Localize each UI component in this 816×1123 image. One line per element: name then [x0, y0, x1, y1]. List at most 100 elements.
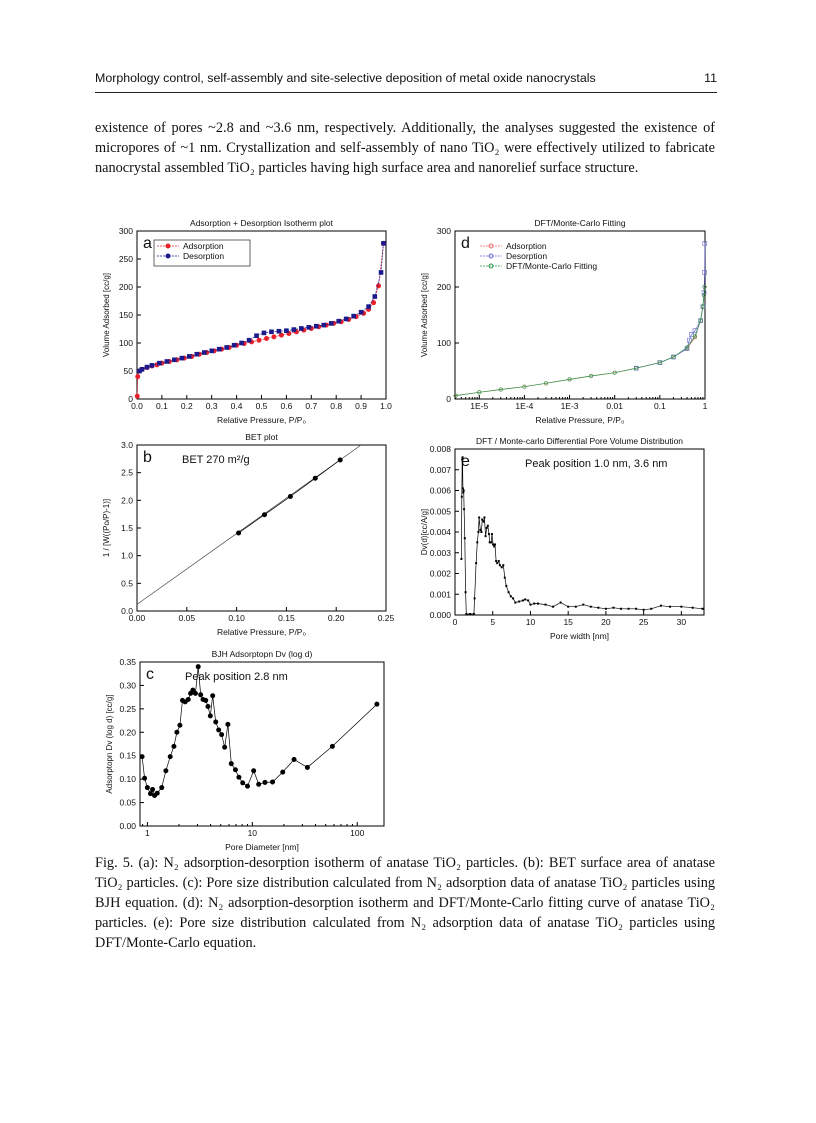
- x-tick-label: 1E-5: [470, 401, 488, 411]
- data-point: [139, 754, 145, 760]
- data-point: [306, 325, 312, 330]
- data-point: [304, 764, 310, 770]
- x-tick-label: 0.05: [179, 613, 196, 623]
- x-axis-label: Pore width [nm]: [550, 631, 609, 641]
- y-tick-label: 100: [119, 338, 133, 348]
- data-point: [500, 566, 503, 569]
- data-point: [567, 377, 572, 382]
- series-line: [455, 286, 705, 396]
- data-point: [142, 775, 148, 781]
- data-point: [518, 600, 521, 603]
- chart-title: DFT / Monte-carlo Differential Pore Volu…: [476, 436, 683, 446]
- data-point: [543, 381, 549, 386]
- y-tick-label: 0.20: [119, 727, 136, 737]
- data-point: [490, 533, 493, 536]
- data-point: [245, 783, 251, 789]
- data-point: [481, 518, 484, 521]
- data-point: [477, 531, 480, 533]
- data-point: [689, 332, 694, 337]
- data-point: [480, 531, 483, 533]
- data-point: [475, 562, 478, 565]
- x-tick-label: 100: [350, 828, 364, 838]
- series-adsorption: [453, 285, 707, 398]
- data-point: [612, 370, 617, 375]
- annotation: BET 270 m²/g: [182, 454, 250, 466]
- data-point: [544, 603, 547, 606]
- page-number: 11: [704, 71, 717, 85]
- x-tick-label: 20: [601, 617, 611, 627]
- series-line: [455, 286, 705, 396]
- data-point: [463, 508, 466, 511]
- data-point: [524, 598, 527, 601]
- data-point: [483, 516, 486, 519]
- data-point: [251, 768, 257, 774]
- y-tick-label: 0.008: [430, 444, 452, 454]
- x-tick-label: 0.6: [280, 401, 292, 411]
- data-point: [291, 756, 297, 762]
- data-point: [144, 785, 150, 791]
- plot-frame: [136, 444, 387, 612]
- data-point: [488, 541, 491, 544]
- y-axis-label: Volume Adsorbed [cc/g]: [420, 273, 429, 357]
- x-tick-label: 5: [490, 617, 495, 627]
- y-tick-label: 0.35: [119, 657, 136, 667]
- chart-d: DFT/Monte-Carlo Fitting Relative Pressure…: [420, 218, 708, 425]
- data-point: [460, 495, 463, 498]
- data-point: [659, 604, 662, 607]
- y-tick-label: 1.0: [121, 551, 133, 561]
- x-axis-label: Relative Pressure, P/P₀: [535, 415, 625, 425]
- x-tick-label: 0.20: [328, 613, 345, 623]
- y-tick-label: 0.001: [430, 589, 452, 599]
- y-tick-label: 0.003: [430, 548, 452, 558]
- data-point: [164, 359, 170, 364]
- legend-marker: [165, 243, 171, 249]
- x-tick-label: 0.2: [181, 401, 193, 411]
- data-point: [505, 584, 508, 587]
- y-tick-label: 0.007: [430, 465, 452, 475]
- y-axis-label: Dv(d)[cc/A/g]: [420, 509, 429, 555]
- data-point: [256, 337, 262, 343]
- data-point: [271, 334, 277, 340]
- x-tick-label: 1E-4: [515, 401, 533, 411]
- legend-label: Desorption: [183, 251, 224, 261]
- data-point: [567, 605, 570, 608]
- legend-marker: [165, 253, 171, 259]
- data-point: [522, 384, 527, 389]
- y-tick-label: 1.5: [121, 523, 133, 533]
- data-point: [337, 457, 343, 463]
- y-axis-label: Volume Adsorbed [cc/g]: [102, 273, 111, 357]
- chart-b: BET plot Relative Pressure, P/P₀ 1 / [W((P…: [102, 432, 395, 637]
- data-point: [701, 607, 704, 610]
- data-point: [336, 318, 341, 324]
- data-point: [195, 664, 201, 670]
- x-tick-label: 10: [248, 828, 258, 838]
- data-point: [574, 605, 577, 608]
- data-point: [509, 595, 512, 598]
- y-tick-label: 3.0: [121, 440, 133, 450]
- data-point: [219, 732, 225, 738]
- panel-label: d: [461, 235, 470, 252]
- series-desorption: [633, 241, 708, 371]
- data-point: [669, 605, 672, 608]
- y-tick-label: 50: [124, 366, 134, 376]
- data-point: [171, 743, 177, 749]
- data-point: [512, 597, 515, 600]
- series-0: [460, 456, 704, 615]
- data-point: [479, 528, 482, 531]
- data-point: [381, 241, 386, 246]
- running-title: Morphology control, self-assembly and si…: [95, 71, 596, 85]
- data-point: [604, 607, 607, 610]
- x-tick-label: 0.5: [256, 401, 268, 411]
- data-point: [261, 330, 267, 336]
- series-desorption: [137, 241, 386, 374]
- data-point: [236, 774, 242, 780]
- data-point: [657, 360, 662, 365]
- x-tick-label: 0.1: [156, 401, 168, 411]
- x-tick-label: 10: [526, 617, 536, 627]
- data-point: [313, 323, 319, 329]
- data-point: [213, 719, 219, 725]
- data-point: [190, 687, 196, 693]
- chart-title: Adsorption + Desorption Isotherm plot: [190, 218, 334, 228]
- legend-label: Adsorption: [183, 241, 224, 251]
- data-point: [502, 564, 505, 567]
